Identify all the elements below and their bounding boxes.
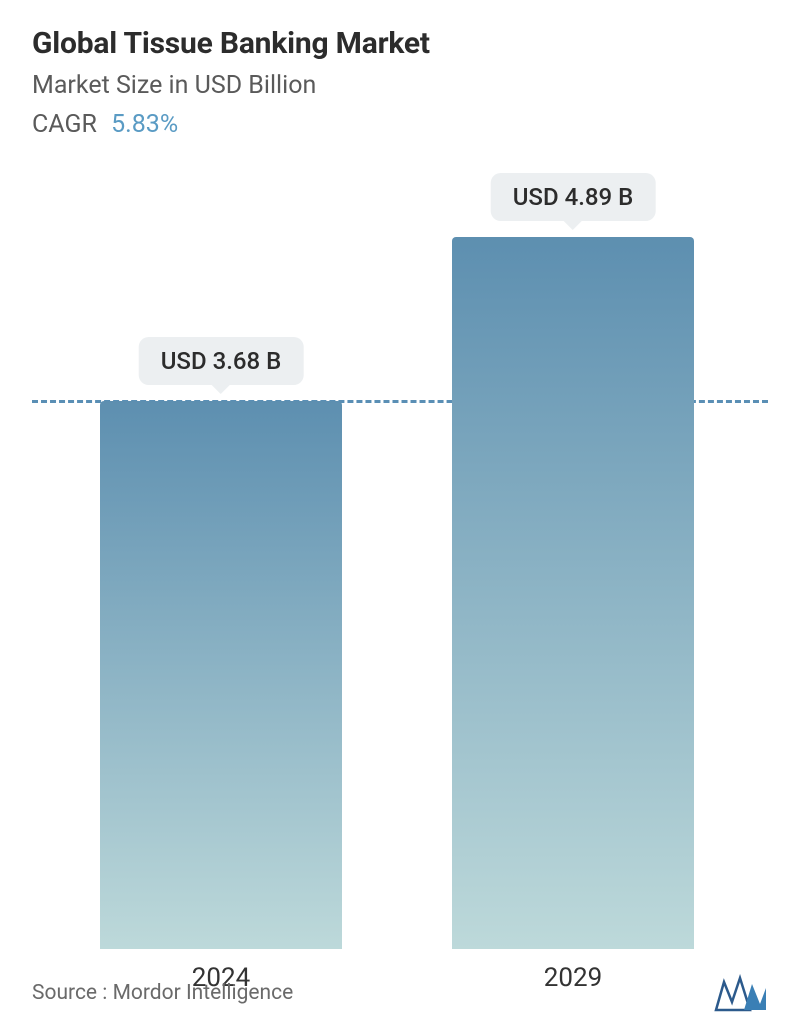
cagr-value: 5.83%: [111, 110, 178, 139]
bar-fill: [452, 237, 694, 949]
source-text: Source : Mordor Intelligence: [32, 981, 293, 1005]
bar-fill: [100, 401, 342, 949]
cagr-label: CAGR: [32, 110, 97, 139]
value-pill: USD 4.89 B: [491, 173, 656, 221]
bar-2029: USD 4.89 B2029: [452, 237, 694, 949]
chart-area: USD 3.68 B2024 USD 4.89 B2029: [32, 179, 768, 949]
cagr-row: CAGR 5.83%: [32, 110, 768, 139]
chart-title: Global Tissue Banking Market: [32, 26, 768, 61]
value-pill: USD 3.68 B: [139, 337, 304, 385]
bar-2024: USD 3.68 B2024: [100, 401, 342, 949]
mordor-logo-icon: [714, 974, 768, 1012]
footer: Source : Mordor Intelligence: [32, 974, 768, 1012]
chart-subtitle: Market Size in USD Billion: [32, 71, 768, 100]
